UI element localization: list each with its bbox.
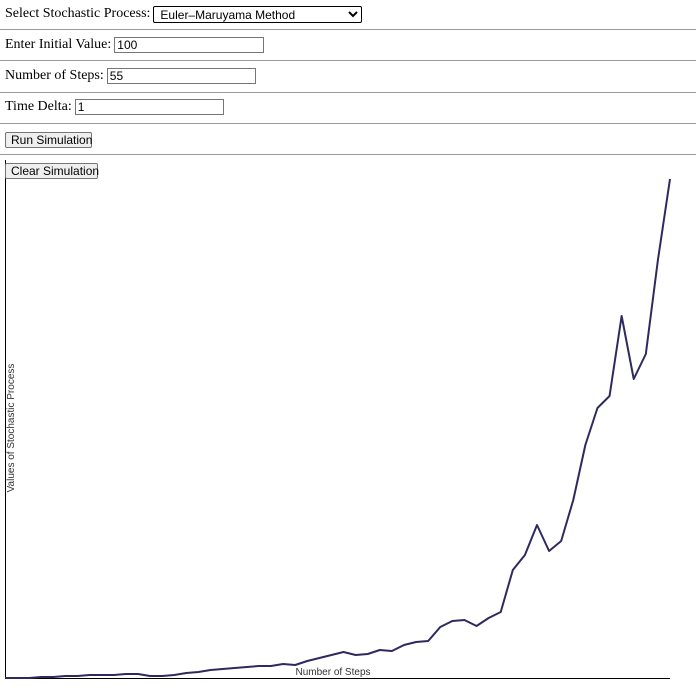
clear-button[interactable]: Clear Simulation <box>5 163 99 179</box>
process-row: Select Stochastic Process: Euler–Maruyam… <box>5 5 363 23</box>
initial-label: Enter Initial Value: <box>5 37 112 52</box>
divider <box>0 60 696 61</box>
divider <box>0 92 696 93</box>
steps-row: Number of Steps: <box>5 67 256 85</box>
delta-row: Time Delta: <box>5 98 224 116</box>
run-row: Run Simulation <box>5 131 92 149</box>
clear-row: Clear Simulation <box>5 162 99 180</box>
series-line <box>5 178 671 679</box>
steps-label: Number of Steps: <box>5 68 104 83</box>
run-button[interactable]: Run Simulation <box>5 132 92 148</box>
divider <box>0 123 696 124</box>
initial-input[interactable] <box>114 37 265 53</box>
process-select[interactable]: Euler–Maruyama Method <box>153 5 363 23</box>
delta-input[interactable] <box>74 99 224 115</box>
x-axis-label: Number of Steps <box>295 667 370 678</box>
divider <box>0 154 696 155</box>
process-label: Select Stochastic Process: <box>5 6 151 21</box>
steps-input[interactable] <box>106 68 256 84</box>
delta-label: Time Delta: <box>5 99 72 114</box>
divider <box>0 29 696 30</box>
y-axis-label: Values of Stochastic Process <box>6 364 17 493</box>
initial-row: Enter Initial Value: <box>5 36 265 54</box>
